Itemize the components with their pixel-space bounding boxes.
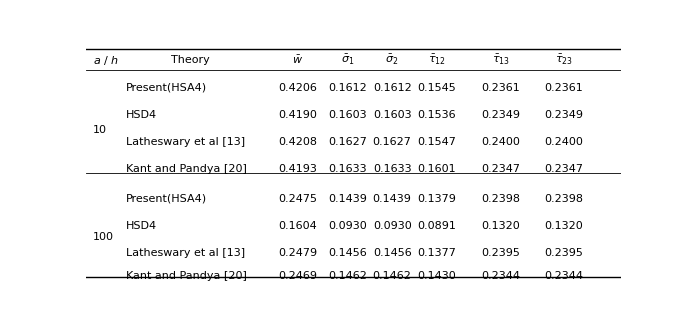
Text: 0.0930: 0.0930 (373, 221, 411, 231)
Text: $\bar{\tau}_{12}$: $\bar{\tau}_{12}$ (428, 53, 446, 67)
Text: 0.2361: 0.2361 (544, 83, 583, 93)
Text: 0.1462: 0.1462 (328, 271, 366, 281)
Text: 0.2398: 0.2398 (481, 194, 520, 204)
Text: 0.2475: 0.2475 (278, 194, 317, 204)
Text: 0.1377: 0.1377 (417, 248, 457, 258)
Text: 0.1439: 0.1439 (373, 194, 411, 204)
Text: 0.4206: 0.4206 (278, 83, 317, 93)
Text: 0.4193: 0.4193 (278, 164, 317, 174)
Text: 100: 100 (92, 233, 114, 243)
Text: $a \ / \ h$: $a \ / \ h$ (92, 53, 119, 67)
Text: 0.1612: 0.1612 (328, 83, 366, 93)
Text: 10: 10 (92, 124, 107, 135)
Text: 0.1320: 0.1320 (544, 221, 583, 231)
Text: $\bar{\tau}_{23}$: $\bar{\tau}_{23}$ (555, 53, 573, 67)
Text: 0.2479: 0.2479 (278, 248, 317, 258)
Text: 0.0891: 0.0891 (417, 221, 457, 231)
Text: Latheswary et al [13]: Latheswary et al [13] (126, 248, 246, 258)
Text: 0.2347: 0.2347 (481, 164, 520, 174)
Text: 0.1462: 0.1462 (373, 271, 411, 281)
Text: 0.2344: 0.2344 (481, 271, 520, 281)
Text: 0.1627: 0.1627 (373, 137, 411, 147)
Text: 0.2398: 0.2398 (544, 194, 583, 204)
Text: Present(HSA4): Present(HSA4) (126, 83, 208, 93)
Text: 0.1612: 0.1612 (373, 83, 411, 93)
Text: 0.1627: 0.1627 (328, 137, 366, 147)
Text: 0.2395: 0.2395 (544, 248, 583, 258)
Text: 0.2347: 0.2347 (544, 164, 583, 174)
Text: 0.1536: 0.1536 (417, 110, 456, 120)
Text: 0.1456: 0.1456 (373, 248, 411, 258)
Text: HSD4: HSD4 (126, 110, 157, 120)
Text: 0.2469: 0.2469 (278, 271, 317, 281)
Text: 0.1633: 0.1633 (373, 164, 411, 174)
Text: 0.1601: 0.1601 (417, 164, 456, 174)
Text: 0.1320: 0.1320 (482, 221, 520, 231)
Text: Kant and Pandya [20]: Kant and Pandya [20] (126, 271, 247, 281)
Text: 0.1603: 0.1603 (373, 110, 411, 120)
Text: 0.2344: 0.2344 (544, 271, 583, 281)
Text: Latheswary et al [13]: Latheswary et al [13] (126, 137, 246, 147)
Text: HSD4: HSD4 (126, 221, 157, 231)
Text: 0.2349: 0.2349 (544, 110, 583, 120)
Text: 0.1545: 0.1545 (417, 83, 456, 93)
Text: 0.1456: 0.1456 (328, 248, 366, 258)
Text: 0.0930: 0.0930 (328, 221, 366, 231)
Text: 0.1430: 0.1430 (417, 271, 456, 281)
Text: 0.4208: 0.4208 (278, 137, 317, 147)
Text: 0.2349: 0.2349 (481, 110, 520, 120)
Text: Present(HSA4): Present(HSA4) (126, 194, 208, 204)
Text: 0.1379: 0.1379 (417, 194, 457, 204)
Text: $\bar{\sigma}_1$: $\bar{\sigma}_1$ (340, 53, 354, 67)
Text: 0.1547: 0.1547 (417, 137, 457, 147)
Text: 0.1604: 0.1604 (278, 221, 317, 231)
Text: $\bar{\tau}_{13}$: $\bar{\tau}_{13}$ (492, 53, 510, 67)
Text: 0.1439: 0.1439 (328, 194, 366, 204)
Text: 0.2400: 0.2400 (544, 137, 583, 147)
Text: $\bar{\sigma}_2$: $\bar{\sigma}_2$ (386, 53, 399, 67)
Text: 0.4190: 0.4190 (278, 110, 317, 120)
Text: Theory: Theory (171, 55, 210, 65)
Text: 0.1603: 0.1603 (328, 110, 366, 120)
Text: Kant and Pandya [20]: Kant and Pandya [20] (126, 164, 247, 174)
Text: $\bar{w}$: $\bar{w}$ (292, 54, 303, 66)
Text: 0.2400: 0.2400 (481, 137, 520, 147)
Text: 0.2361: 0.2361 (482, 83, 520, 93)
Text: 0.2395: 0.2395 (481, 248, 520, 258)
Text: 0.1633: 0.1633 (328, 164, 366, 174)
